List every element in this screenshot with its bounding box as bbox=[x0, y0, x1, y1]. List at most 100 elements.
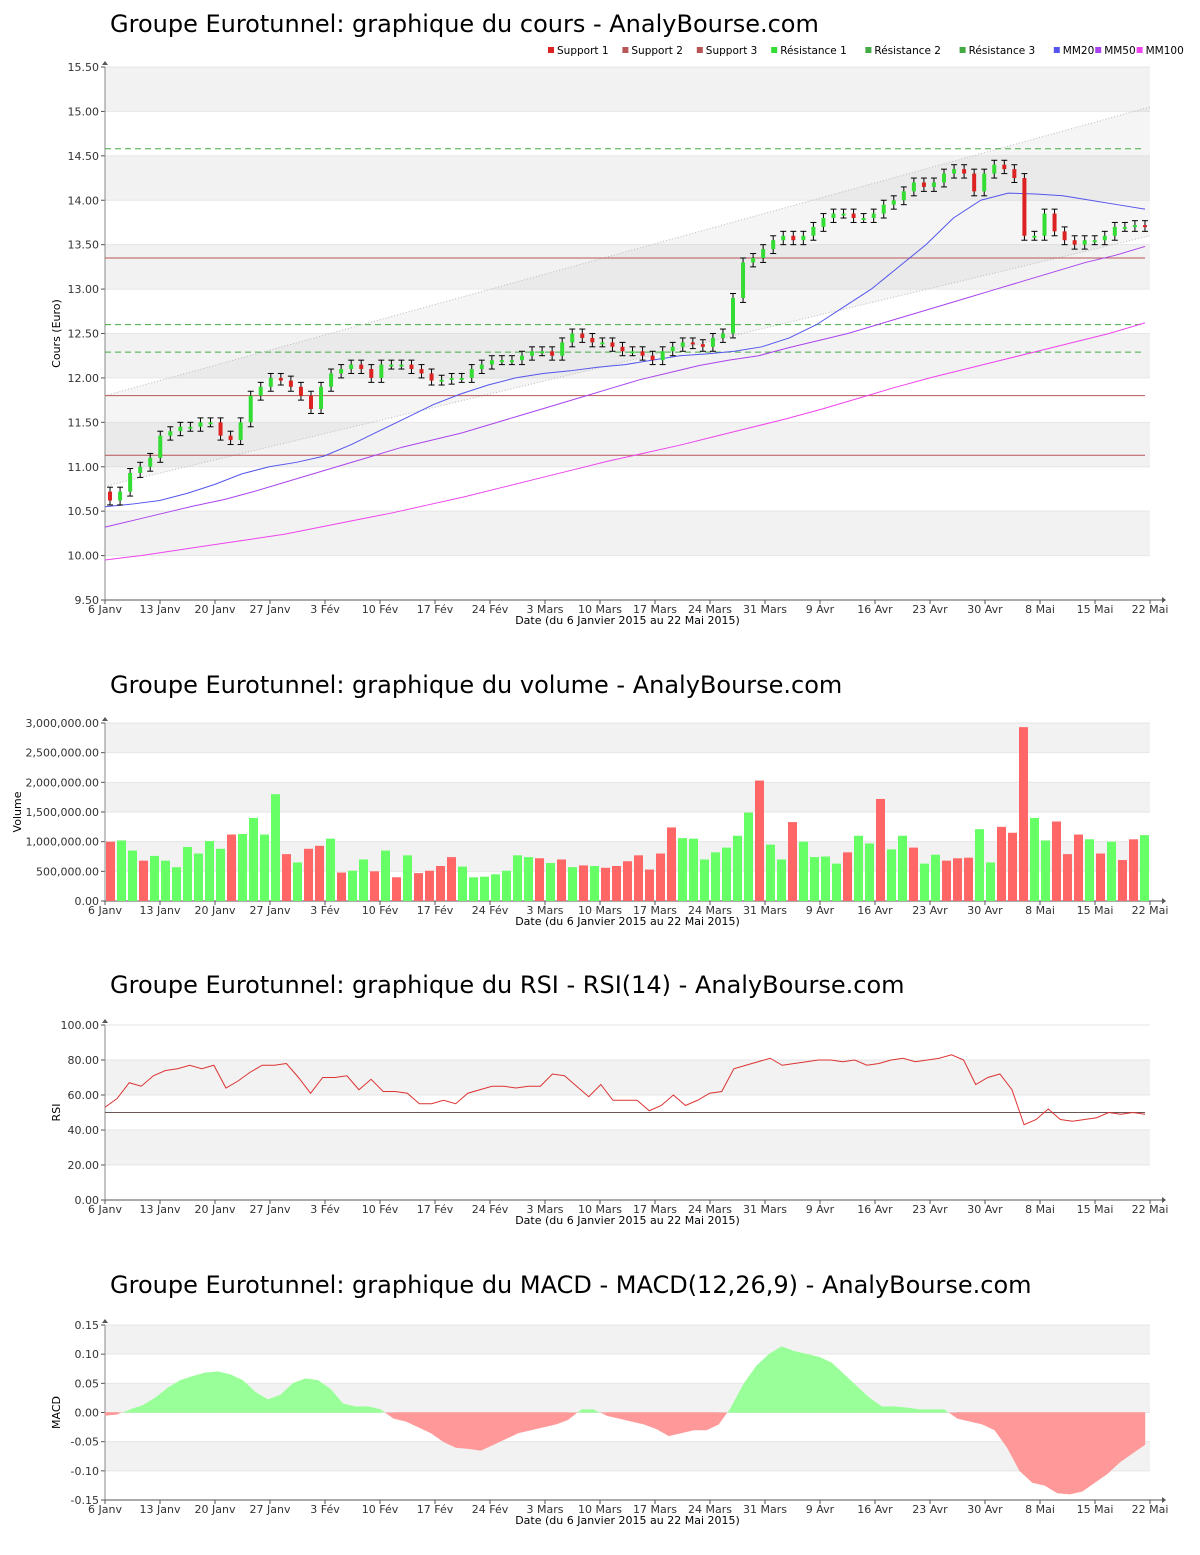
y-tick-label: 11.50 bbox=[68, 416, 100, 429]
candle-body bbox=[198, 422, 203, 427]
candle-body bbox=[640, 351, 645, 356]
candle-body bbox=[1072, 240, 1077, 245]
volume-bar bbox=[304, 848, 313, 901]
y-tick-label: 0.00 bbox=[75, 1194, 100, 1207]
y-tick-label: 13.00 bbox=[68, 283, 100, 296]
legend-swatch bbox=[959, 47, 966, 53]
volume-bar bbox=[315, 845, 324, 901]
candle-body bbox=[319, 386, 324, 410]
macd-area-segment bbox=[1019, 1412, 1033, 1484]
price-chart: 9.50 10.00 10.50 11.00 11.50 12.00 12.50 13.00 1… bbox=[50, 45, 1184, 627]
candle-body bbox=[1052, 213, 1057, 232]
y-tick-label: 80.00 bbox=[68, 1054, 100, 1067]
candle-body bbox=[801, 235, 806, 241]
candle-body bbox=[560, 342, 565, 356]
x-tick-label: 30 Avr bbox=[967, 1203, 1003, 1216]
volume-bar bbox=[1074, 834, 1083, 901]
grid-band bbox=[105, 67, 1150, 112]
y-tick-label: 3,000,000.00 bbox=[26, 717, 99, 730]
y-tick-label: 10.50 bbox=[68, 505, 100, 518]
y-tick-label: 0.00 bbox=[75, 895, 100, 908]
macd-area-segment bbox=[1069, 1412, 1083, 1495]
x-tick-label: 24 Mars bbox=[688, 603, 732, 616]
volume-chart: 0.00 500,000.00 1,000,000.00 1,500,000.00 2,… bbox=[11, 717, 1168, 928]
x-tick-label: 16 Avr bbox=[857, 904, 893, 917]
macd-area-segment bbox=[1119, 1412, 1133, 1463]
y-tick-label: 20.00 bbox=[68, 1159, 100, 1172]
y-tick-label: -0.10 bbox=[71, 1465, 99, 1478]
macd-area-segment bbox=[122, 1409, 131, 1413]
candle-body bbox=[298, 386, 303, 396]
legend-label: Résistance 1 bbox=[780, 45, 847, 57]
candle-body bbox=[952, 169, 957, 174]
grid-band bbox=[105, 244, 1150, 290]
x-tick-label: 9 Avr bbox=[806, 1503, 835, 1516]
candle-body bbox=[208, 422, 213, 425]
volume-bar bbox=[271, 794, 280, 901]
volume-bar bbox=[128, 850, 137, 901]
macd-area-segment bbox=[618, 1412, 632, 1422]
candle-body bbox=[620, 346, 625, 352]
macd-area-segment bbox=[1094, 1412, 1108, 1483]
volume-bar bbox=[920, 863, 929, 901]
macd-area-segment bbox=[505, 1412, 519, 1440]
volume-bar bbox=[623, 861, 632, 901]
y-tick-label: 40.00 bbox=[68, 1124, 100, 1137]
volume-bar bbox=[788, 822, 797, 901]
macd-area-segment bbox=[555, 1412, 569, 1425]
x-axis-arrow bbox=[1162, 1197, 1166, 1203]
x-tick-label: 10 Mars bbox=[578, 904, 622, 917]
x-tick-label: 17 Mars bbox=[633, 904, 677, 917]
candle-body bbox=[590, 337, 595, 343]
macd-area-segment bbox=[881, 1406, 895, 1413]
y-tick-label: 14.00 bbox=[68, 194, 100, 207]
volume-bar bbox=[414, 873, 423, 901]
candle-body bbox=[761, 249, 766, 258]
candle-body bbox=[851, 213, 856, 219]
volume-bar bbox=[1096, 853, 1105, 901]
volume-bar bbox=[249, 817, 258, 901]
rsi-chart: 0.00 20.00 40.00 60.00 80.00 100.00 RSI 6 Janv 1… bbox=[50, 1019, 1168, 1227]
candle-body bbox=[680, 342, 685, 347]
volume-bar bbox=[403, 855, 412, 901]
candle-body bbox=[339, 369, 344, 374]
candle-body bbox=[731, 297, 736, 334]
macd-area-segment bbox=[468, 1412, 482, 1451]
volume-bar bbox=[238, 833, 247, 901]
volume-bar bbox=[1063, 854, 1072, 901]
grid-band bbox=[105, 422, 1150, 467]
legend-swatch bbox=[865, 47, 872, 53]
candle-body bbox=[168, 431, 173, 436]
candle-body bbox=[1112, 226, 1117, 236]
candle-body bbox=[148, 457, 153, 467]
volume-bar bbox=[832, 863, 841, 901]
volume-bar bbox=[1030, 817, 1039, 901]
y-tick-label: -0.05 bbox=[71, 1436, 99, 1449]
volume-bar bbox=[722, 847, 731, 901]
x-tick-label: 30 Avr bbox=[967, 904, 1003, 917]
candle-body bbox=[891, 200, 896, 205]
rsi-chart-title: Groupe Eurotunnel: graphique du RSI - RS… bbox=[110, 971, 905, 999]
volume-bar bbox=[480, 876, 489, 901]
x-axis-label: Date (du 6 Janvier 2015 au 22 Mai 2015) bbox=[515, 1214, 740, 1227]
volume-bar bbox=[656, 853, 665, 901]
macd-area-segment bbox=[781, 1346, 795, 1413]
candle-body bbox=[138, 466, 143, 473]
x-tick-label: 16 Avr bbox=[857, 1503, 893, 1516]
x-tick-label: 13 Janv bbox=[140, 904, 181, 917]
candle-body bbox=[1032, 235, 1037, 238]
x-tick-label: 17 Fév bbox=[417, 1203, 454, 1216]
grid-band bbox=[105, 511, 1150, 556]
legend-swatch bbox=[622, 47, 629, 53]
macd-area-segment bbox=[718, 1412, 728, 1425]
volume-bar bbox=[370, 871, 379, 901]
candle-body bbox=[459, 377, 464, 380]
x-tick-label: 6 Janv bbox=[88, 904, 122, 917]
volume-bar bbox=[491, 874, 500, 901]
candle-body bbox=[670, 346, 675, 352]
x-tick-label: 27 Janv bbox=[250, 904, 291, 917]
macd-area-segment bbox=[384, 1412, 394, 1419]
x-axis-arrow bbox=[1162, 1497, 1166, 1503]
x-axis-label: Date (du 6 Janvier 2015 au 22 Mai 2015) bbox=[515, 614, 740, 627]
volume-bar bbox=[568, 867, 577, 901]
